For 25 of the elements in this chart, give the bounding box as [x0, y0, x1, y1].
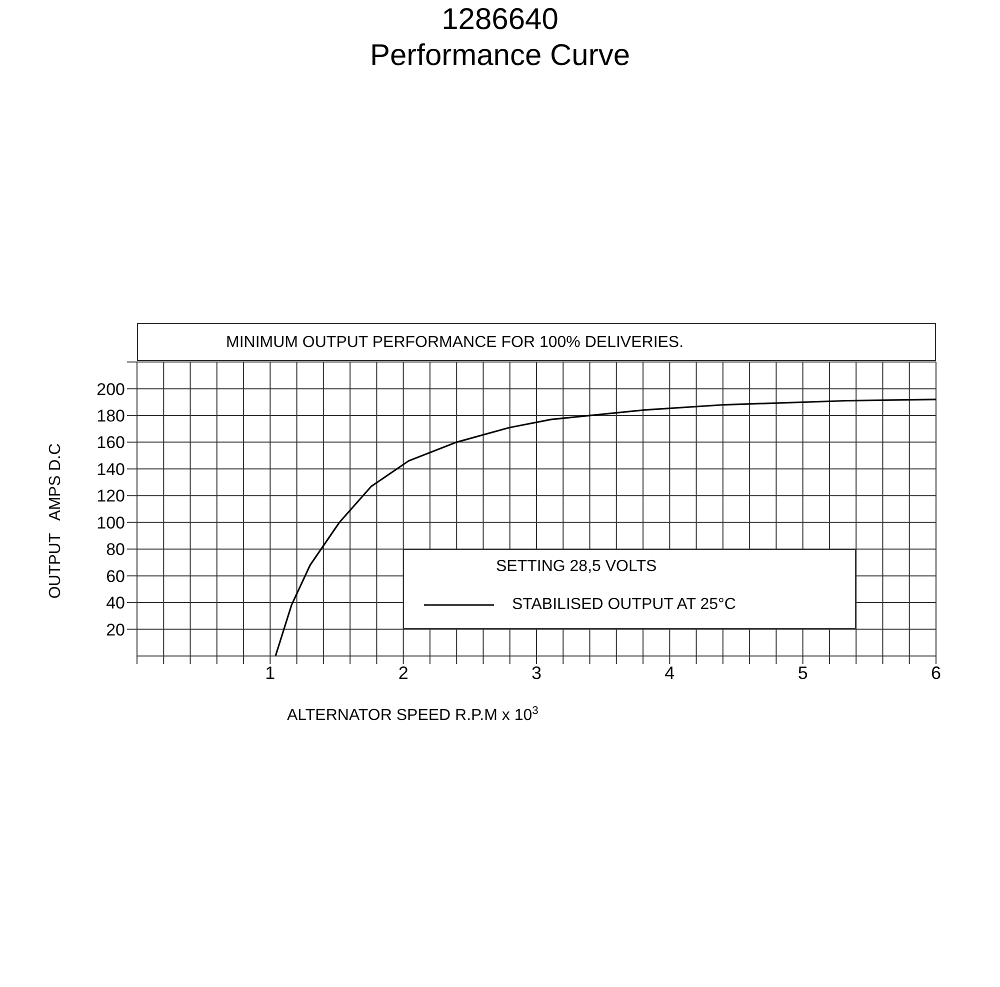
x-axis-title: ALTERNATOR SPEED R.P.M x 10$^{3}$ [287, 705, 538, 724]
legend-label: STABILISED OUTPUT AT 25°C [512, 596, 736, 614]
y-axis-title: OUTPUT AMPS D.C [47, 443, 64, 599]
text: MINIMUM OUTPUT PERFORMANCE FOR 100% DELIVERIES. [137, 323, 936, 361]
x-tick-label: 3 [531, 662, 542, 683]
y-tick-label: 120 [96, 486, 125, 506]
x-tick-label: 1 [265, 662, 276, 683]
line-series [274, 398, 936, 656]
x-tick-label: 2 [398, 662, 408, 683]
y-tick-label: 60 [106, 566, 125, 586]
x-tick-label: 5 [798, 662, 808, 683]
y-tick-label: 40 [106, 594, 125, 613]
y-tick-label: 80 [106, 540, 125, 560]
y-tick-label: 160 [96, 433, 125, 452]
y-tick-label: 200 [96, 380, 125, 399]
chart-subtitle: Performance Curve [368, 38, 632, 74]
chart-title: 1286640 [440, 2, 560, 38]
x-tick-label: 4 [664, 662, 675, 683]
legend-title: SETTING 28,5 VOLTS [495, 557, 658, 577]
y-tick-label: 20 [106, 620, 125, 640]
legend-panel: SETTING 28,5 VOLTS STABILISED OUTPUT AT 25°C [403, 549, 856, 629]
y-tick-label: 140 [96, 460, 125, 479]
y-tick-label: 180 [96, 406, 125, 426]
y-tick-label: 100 [96, 513, 125, 532]
x-tick-label: 6 [930, 662, 942, 683]
